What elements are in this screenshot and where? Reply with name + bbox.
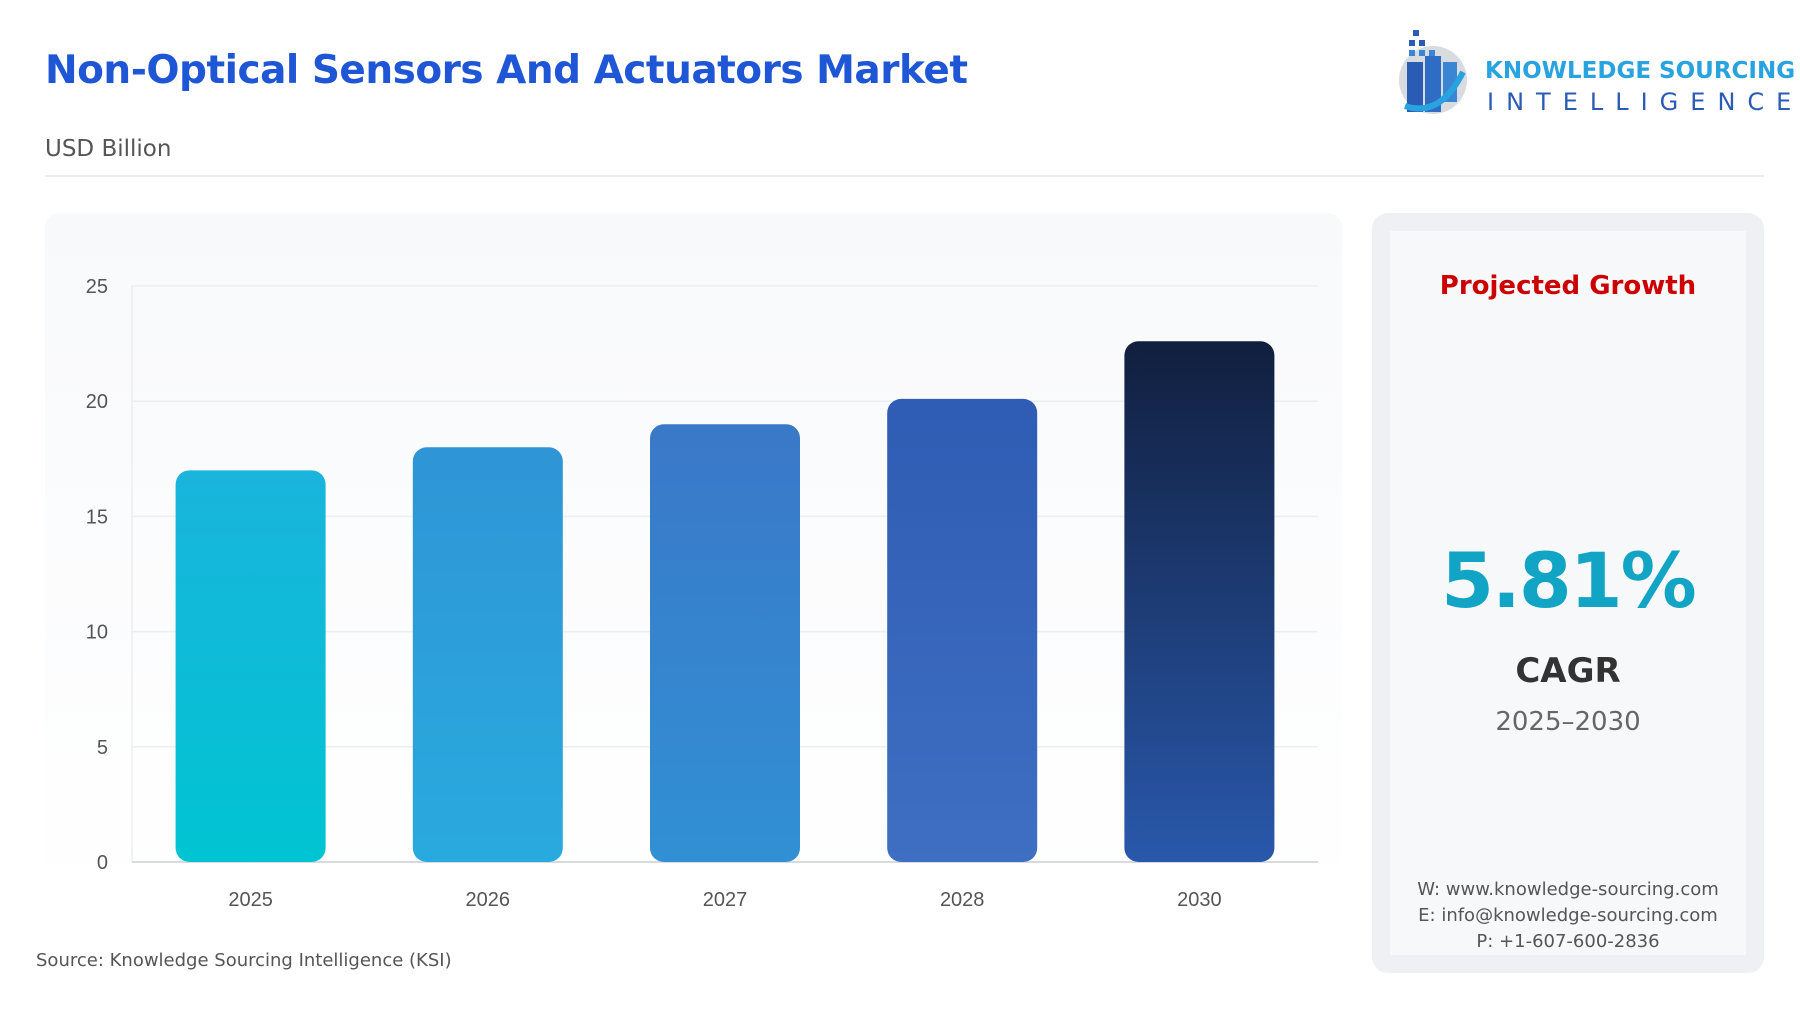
x-tick-label: 2026 (466, 889, 511, 911)
unit-subtitle: USD Billion (45, 136, 172, 162)
y-tick-label: 25 (86, 276, 108, 298)
cagr-period: 2025–2030 (1495, 707, 1641, 737)
page-title: Non-Optical Sensors And Actuators Market (45, 48, 968, 93)
y-tick-label: 0 (97, 852, 108, 874)
bar-2026 (412, 447, 563, 862)
contact-info: W: www.knowledge-sourcing.com E: info@kn… (1390, 877, 1746, 955)
y-tick-label: 5 (97, 737, 108, 759)
projected-growth-heading: Projected Growth (1439, 271, 1697, 301)
cagr-value: 5.81% (1441, 536, 1697, 625)
email-link[interactable]: E: info@knowledge-sourcing.com (1418, 905, 1718, 926)
projected-growth-panel: Projected Growth 5.81% CAGR 2025–2030 W:… (1372, 213, 1764, 973)
x-tick-label: 2028 (940, 889, 985, 911)
y-tick-label: 10 (86, 622, 108, 644)
bar-2027 (650, 424, 800, 862)
y-tick-label: 20 (86, 391, 108, 413)
logo-text-line1: KNOWLEDGE SOURCING (1485, 58, 1796, 84)
ksi-logo: KNOWLEDGE SOURCING INTELLIGENCE (1395, 22, 1795, 122)
x-tick-label: 2030 (1177, 889, 1222, 911)
cagr-label: CAGR (1515, 651, 1621, 691)
y-tick-label: 15 (86, 506, 108, 528)
website-link[interactable]: W: www.knowledge-sourcing.com (1417, 879, 1719, 900)
bar-2030 (1124, 341, 1275, 862)
source-note: Source: Knowledge Sourcing Intelligence … (36, 950, 452, 971)
phone-number: P: +1-607-600-2836 (1476, 931, 1660, 952)
divider (45, 175, 1764, 177)
bar-2025 (175, 470, 326, 862)
logo-emblem-icon (1399, 30, 1467, 114)
x-tick-label: 2027 (703, 889, 748, 911)
bar-2028 (887, 398, 1038, 862)
x-tick-label: 2025 (228, 889, 273, 911)
logo-text-line2: INTELLIGENCE (1487, 88, 1800, 116)
